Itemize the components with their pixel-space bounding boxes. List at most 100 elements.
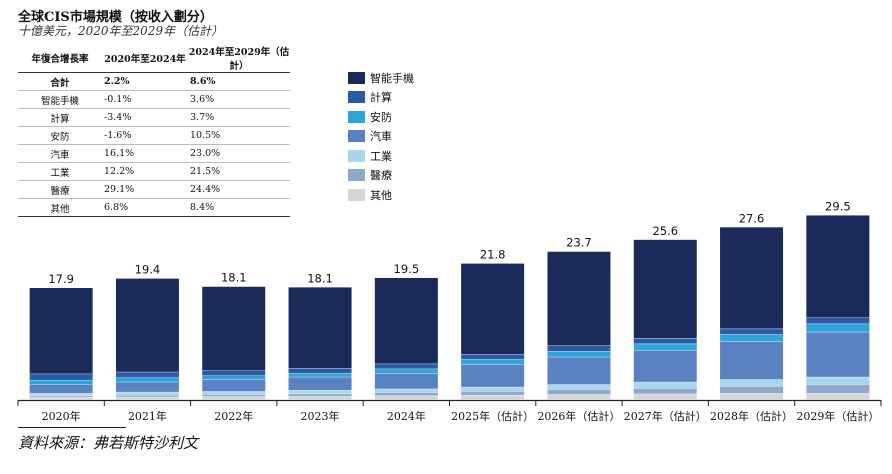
bar-segment-汽車 (720, 341, 784, 380)
bar-segment-醫療 (202, 394, 266, 397)
bar-segment-汽車 (288, 376, 352, 390)
bar-segment-醫療 (633, 388, 697, 394)
bar-segment-其他 (806, 393, 870, 400)
bar-segment-工業 (29, 393, 93, 396)
bar-segment-其他 (202, 396, 266, 400)
cagr-row-label: 計算 (18, 108, 102, 127)
bar-segment-汽車 (115, 381, 179, 392)
cagr-row: 智能手機 -0.1% 3.6% (18, 90, 290, 109)
bar-total-label: 27.6 (739, 211, 765, 225)
bar-total-label: 21.8 (480, 248, 506, 262)
x-tick-label: 2027年（估計） (624, 409, 707, 423)
cagr-row-label: 其他 (18, 198, 102, 217)
bar-segment-工業 (720, 379, 784, 387)
cagr-2024-2029-value: 23.0% (188, 144, 290, 163)
bar-segment-汽車 (547, 356, 611, 385)
legend-item: 汽車 (348, 127, 414, 147)
bar-segment-醫療 (461, 391, 525, 395)
x-tick-label: 2021年 (128, 409, 167, 423)
bar-segment-汽車 (633, 349, 697, 382)
legend-swatch (348, 169, 365, 182)
cagr-header-2020-2024: 2020年至2024年 (102, 44, 188, 73)
bar-segment-醫療 (29, 395, 93, 397)
legend-item: 工業 (348, 146, 414, 166)
cagr-2020-2024-value: 12.2% (102, 162, 188, 181)
legend-label: 安防 (370, 110, 392, 124)
legend-label: 醫療 (370, 169, 392, 183)
cagr-2020-2024-value: 16.1% (102, 144, 188, 163)
cagr-2020-2024-value: -3.4% (102, 108, 188, 127)
cagr-table: 年復合增長率 2020年至2024年 2024年至2029年（估計） 合計 2.2… (18, 44, 290, 217)
legend-item: 智能手機 (348, 68, 414, 88)
bar-segment-智能手機 (720, 227, 784, 329)
legend-label: 工業 (370, 149, 392, 163)
legend-label: 計算 (370, 91, 392, 105)
bar-segment-工業 (461, 386, 525, 392)
cagr-2024-2029-value: 8.4% (188, 198, 290, 217)
bar-segment-工業 (202, 391, 266, 395)
cagr-row-label: 汽車 (18, 144, 102, 163)
bar-segment-汽車 (202, 379, 266, 392)
legend-swatch (348, 91, 365, 104)
bar-total-label: 29.5 (825, 199, 851, 213)
legend-label: 其他 (370, 188, 392, 202)
cagr-2020-2024-value: 29.1% (102, 180, 188, 199)
bar-segment-安防 (720, 334, 784, 342)
x-tick-label: 2024年 (387, 409, 426, 423)
bar-segment-醫療 (806, 384, 870, 394)
bar-segment-計算 (374, 363, 438, 369)
bar-segment-汽車 (461, 364, 525, 387)
bar-segment-其他 (374, 395, 438, 400)
legend-item: 醫療 (348, 166, 414, 186)
bar-segment-計算 (29, 373, 93, 380)
bar-segment-安防 (29, 379, 93, 385)
bar-segment-計算 (720, 328, 784, 335)
bar-segment-汽車 (29, 384, 93, 394)
bar-segment-計算 (202, 370, 266, 376)
bar-segment-其他 (633, 393, 697, 400)
bar-segment-工業 (374, 388, 438, 393)
legend-item: 安防 (348, 107, 414, 127)
cagr-2024-2029-value: 8.6% (188, 72, 290, 91)
cagr-header-2024-2029: 2024年至2029年（估計） (188, 44, 290, 73)
cagr-row: 工業 12.2% 21.5% (18, 162, 290, 181)
x-tick-label: 2022年 (214, 409, 253, 423)
legend-item: 計算 (348, 88, 414, 108)
bar-total-label: 19.4 (135, 263, 161, 277)
bar-segment-醫療 (288, 393, 352, 397)
legend-swatch (348, 110, 365, 123)
bar-segment-其他 (547, 394, 611, 400)
cagr-2020-2024-value: 2.2% (102, 72, 188, 91)
bar-segment-安防 (806, 323, 870, 332)
cagr-2024-2029-value: 24.4% (188, 180, 290, 199)
legend-label: 汽車 (370, 130, 392, 144)
bar-segment-智能手機 (374, 277, 438, 364)
bar-segment-智能手機 (202, 286, 266, 371)
bar-segment-計算 (806, 317, 870, 324)
bar-segment-其他 (115, 396, 179, 400)
bar-segment-智能手機 (547, 251, 611, 346)
bar-total-label: 19.5 (394, 262, 420, 276)
cagr-2024-2029-value: 21.5% (188, 162, 290, 181)
bar-segment-智能手機 (461, 263, 525, 355)
legend-item: 其他 (348, 185, 414, 205)
bar-segment-汽車 (374, 373, 438, 389)
bar-segment-醫療 (374, 392, 438, 396)
bar-segment-醫療 (720, 386, 784, 394)
bar-segment-計算 (461, 354, 525, 360)
bar-total-label: 18.1 (221, 271, 247, 285)
bar-segment-智能手機 (115, 278, 179, 372)
bar-segment-智能手機 (288, 287, 352, 369)
cagr-row: 汽車 16.1% 23.0% (18, 144, 290, 163)
bar-segment-計算 (115, 371, 179, 378)
cagr-2024-2029-value: 3.7% (188, 108, 290, 127)
cagr-2020-2024-value: 6.8% (102, 198, 188, 217)
bar-segment-安防 (633, 343, 697, 350)
cagr-row: 計算 -3.4% 3.7% (18, 108, 290, 127)
cagr-body: 合計 2.2% 8.6% 智能手機 -0.1% 3.6% 計算 -3.4% 3.7% 安防 -1.6… (18, 72, 290, 217)
cagr-header-label: 年復合增長率 (18, 44, 102, 73)
cagr-2020-2024-value: -1.6% (102, 126, 188, 145)
source-note: 資料來源：弗若斯特沙利文 (18, 434, 199, 452)
bar-segment-計算 (633, 338, 697, 344)
